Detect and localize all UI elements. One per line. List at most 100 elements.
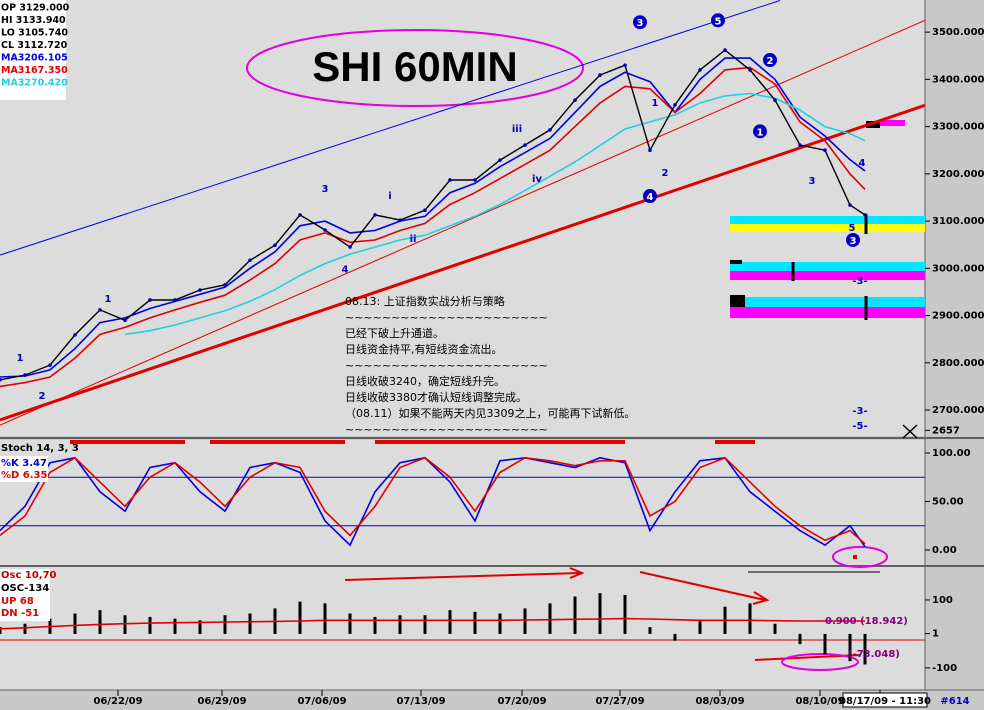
y-tick-label: 2657 [932,425,960,436]
price-point [48,363,52,367]
price-point [373,213,377,217]
histogram-bar [748,603,752,634]
histogram-bar [98,610,102,634]
y-tick-label: 2900.000 [932,311,984,322]
series-line [0,456,866,548]
y-tick-label: 1 [932,629,939,640]
wave-label: 3 [637,18,644,29]
bar-count: #614 [940,696,969,707]
y-tick-label: 3200.000 [932,169,984,180]
price-line [0,49,866,381]
wave-label: -3- [852,276,867,287]
wave-label: i [388,191,391,202]
histogram-bar [848,633,852,662]
price-point [698,68,702,72]
price-point [748,68,752,72]
wave-label: 1 [105,294,112,305]
price-point [723,48,727,52]
trend-line [0,0,781,256]
legend-entry: OSC-134 [1,583,49,594]
wave-circle [763,52,777,67]
y-tick-label: 0.00 [932,545,957,556]
target-zones [730,120,925,320]
price-point [498,158,502,162]
histogram-bar [863,633,867,665]
price-point [848,203,852,207]
note-line: 日线收破3240，确定短线升完。 [345,374,505,388]
marker [853,555,857,559]
y-tick-label: 3500.000 [932,27,984,38]
histogram-bar [23,623,27,634]
wave-label: 2 [767,56,774,67]
legend-entry: %D 6.35 [1,470,48,481]
wave-label: 2 [39,391,46,402]
info-text: HI 3133.940 [1,15,66,26]
annotation: 0.900 (18.942) [825,616,908,627]
price-point [148,298,152,302]
annotation: (-73.048) [848,649,900,660]
y-tick-label: 3000.000 [932,263,984,274]
note-line: 08.13: 上证指数实战分析与策略 [345,294,505,308]
series-line [0,66,866,388]
x-tick-label: 08/03/09 [695,696,744,707]
note-line: 日线收破3380才确认短线调整完成。 [345,390,527,404]
info-text: LO 3105.740 [1,28,68,39]
note-line: ~~~~~~~~~~~~~~~~~~~~~~ [345,359,548,372]
histogram-bar [548,603,552,634]
series-line [124,92,866,336]
info-text: OP 3129.000 [1,3,70,14]
note-line: ~~~~~~~~~~~~~~~~~~~~~~ [345,423,548,436]
trend-line [0,19,925,426]
legend-box [0,456,48,482]
price-point [798,143,802,147]
y-tick-label: 100.00 [932,448,971,459]
price-point [673,103,677,107]
price-point [298,213,302,217]
trend-line [0,103,925,422]
histogram-bar [648,627,652,634]
x-tick-label: 07/13/09 [396,696,445,707]
y-tick-label: 2800.000 [932,358,984,369]
price-point [0,377,2,382]
histogram-bar [223,615,227,634]
title-ellipse [246,29,584,107]
wave-label: 4 [859,158,866,169]
histogram-bar [773,623,777,634]
y-tick-label: -100 [932,663,957,674]
wave-label: 5 [849,223,856,234]
overbought-bars [70,440,755,444]
histogram-bar [148,616,152,634]
price-point [173,298,177,302]
histogram-bar [573,596,577,634]
histogram-bar [248,613,252,634]
price-point [273,243,277,247]
wave-label: iii [512,124,522,135]
wave-label: 2 [662,168,669,179]
wave-label: 5 [715,16,722,27]
series-line [0,456,866,545]
series-line [0,617,865,630]
y-tick-label: 3300.000 [932,122,984,133]
legend-entry: MA3167.350 [1,65,68,76]
price-point [773,98,777,102]
price-point [23,373,27,377]
note-line: ~~~~~~~~~~~~~~~~~~~~~~ [345,311,548,324]
legend-entry: MA3270.420 [1,78,68,89]
panel-plot [0,456,925,548]
legend-box [0,569,50,621]
price-point [73,333,77,337]
histogram-bar [598,593,602,634]
highlight-ellipse [781,653,859,671]
price-point [823,148,827,153]
histogram-bar [198,620,202,634]
histogram-bar [423,615,427,634]
wave-label: -5- [852,421,867,432]
price-point [223,283,227,287]
price-point [398,218,402,222]
price-point [248,258,252,263]
x-tick-label: 08/10/09 [795,696,844,707]
wave-circle [643,189,657,204]
